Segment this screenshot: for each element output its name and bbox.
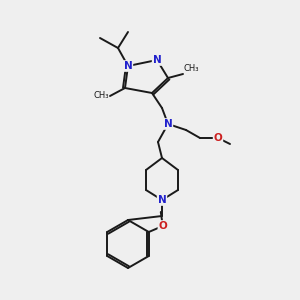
Text: N: N <box>124 61 132 71</box>
Text: CH₃: CH₃ <box>183 64 199 73</box>
Text: N: N <box>158 195 166 205</box>
Text: O: O <box>214 133 222 143</box>
Text: N: N <box>164 119 172 129</box>
Text: CH₃: CH₃ <box>94 92 109 100</box>
Text: O: O <box>158 221 167 231</box>
Text: N: N <box>153 55 161 65</box>
